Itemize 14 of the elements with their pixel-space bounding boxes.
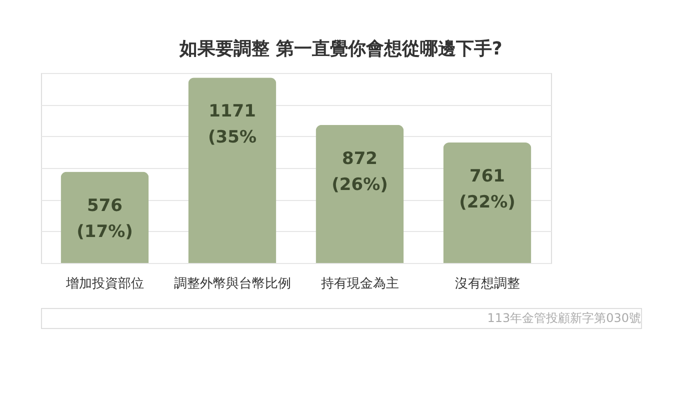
x-tick-label: 持有現金為主: [320, 276, 399, 292]
data-label: 761 (22%): [459, 166, 516, 213]
text: 113年金管投顧新字第030號: [487, 311, 641, 325]
data-label: 872 (26%): [332, 148, 388, 195]
chart-title: 如果要調整 第一直覺你會想從哪邊下手?: [178, 38, 502, 60]
bar: [443, 142, 532, 263]
x-tick-label: 增加投資部位: [64, 276, 144, 292]
data-label: 1171 (35%: [208, 102, 256, 148]
x-tick-label: 調整外幣與台幣比例: [174, 276, 291, 292]
bar: [316, 124, 404, 263]
data-label: 576 (17%): [76, 196, 133, 242]
bar: [60, 172, 149, 263]
bar: [188, 78, 276, 263]
x-tick-label: 沒有想調整: [454, 276, 520, 292]
